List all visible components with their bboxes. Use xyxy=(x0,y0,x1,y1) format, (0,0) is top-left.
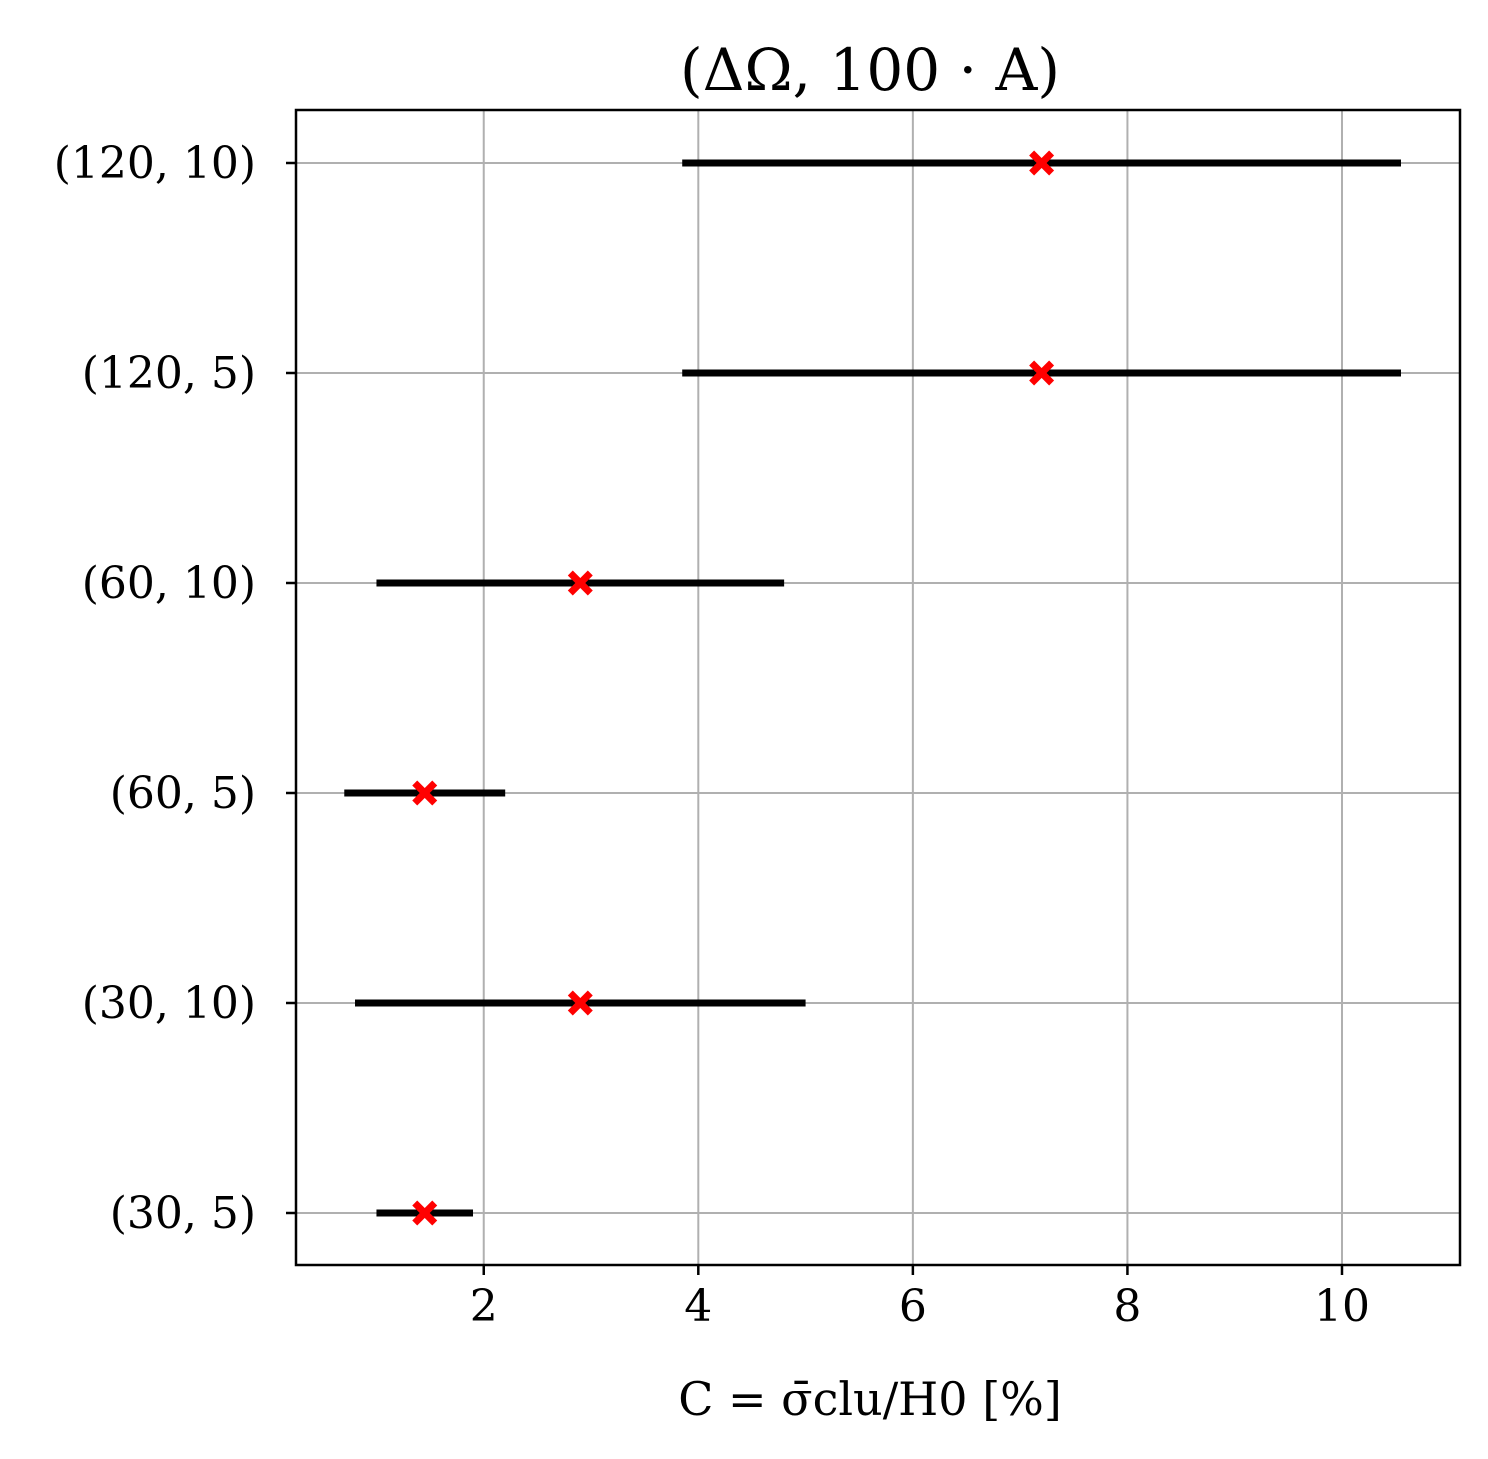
marker-stroke xyxy=(412,1200,438,1226)
marker-stroke xyxy=(1029,150,1055,176)
marker-stroke xyxy=(1029,360,1055,386)
point-marker xyxy=(412,780,438,806)
point-marker xyxy=(412,1200,438,1226)
y-tick-label: (30, 5) xyxy=(110,1188,256,1239)
marker-stroke xyxy=(567,570,593,596)
y-tick-label: (120, 5) xyxy=(82,348,256,399)
x-tick-label: 4 xyxy=(684,1281,712,1332)
x-tick-label: 10 xyxy=(1314,1281,1370,1332)
point-marker xyxy=(1029,150,1055,176)
tick-layer: 2 4 6 8 10 (120, 10) (120, 5) (60, 10) (60, 5) (3… xyxy=(54,138,1370,1332)
x-tick-label: 6 xyxy=(899,1281,927,1332)
point-marker xyxy=(1029,360,1055,386)
x-tick-label: 2 xyxy=(470,1281,498,1332)
x-tick-label: 8 xyxy=(1113,1281,1141,1332)
point-marker xyxy=(567,990,593,1016)
x-axis-label: C = σ̄clu/H0 [%] xyxy=(678,1372,1062,1426)
plot-frame xyxy=(294,108,1462,1267)
marker-stroke xyxy=(412,780,438,806)
chart-title: (ΔΩ, 100 · A) xyxy=(680,36,1060,104)
data-layer xyxy=(344,150,1401,1226)
point-marker xyxy=(567,570,593,596)
y-tick-label: (120, 10) xyxy=(54,138,256,189)
y-tick-label: (60, 10) xyxy=(82,558,256,609)
y-tick-label: (30, 10) xyxy=(82,978,256,1029)
marker-stroke xyxy=(567,990,593,1016)
y-tick-label: (60, 5) xyxy=(110,768,256,819)
grid-layer xyxy=(296,110,1460,1265)
